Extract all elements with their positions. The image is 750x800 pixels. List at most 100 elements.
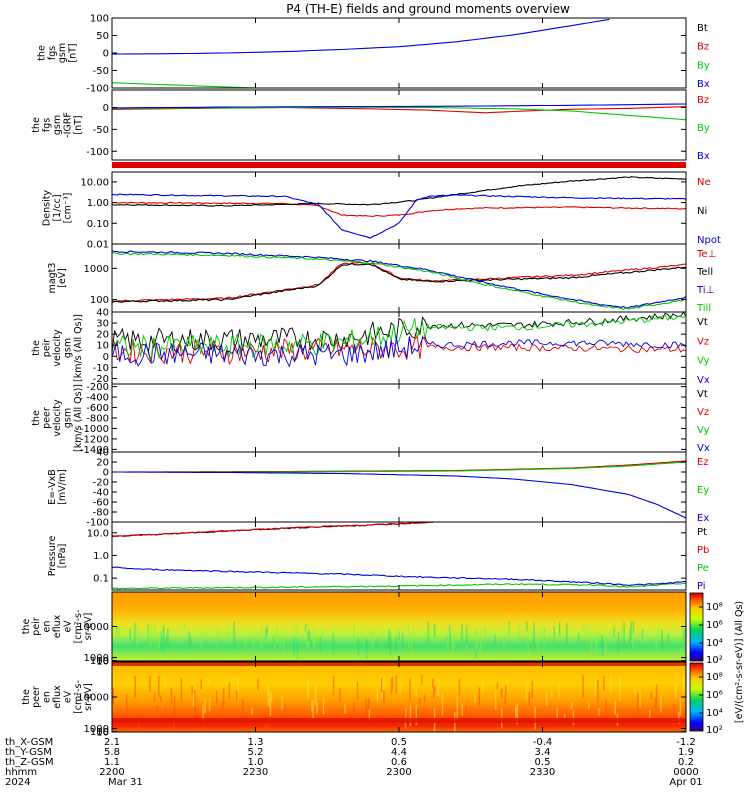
panel-frame bbox=[111, 451, 687, 523]
spectrogram-stripe bbox=[590, 637, 593, 654]
spectrogram-stripe bbox=[465, 625, 468, 645]
y-axis-label: [1/cc] bbox=[52, 194, 63, 221]
colorbar-ions bbox=[689, 592, 704, 662]
spectrogram-stripe bbox=[456, 696, 458, 720]
spectrogram-stripe bbox=[207, 677, 210, 685]
spectrogram-stripe bbox=[566, 622, 568, 644]
colorbar-label: [eV/(cm²-s-sr-eV)] (All Qs) bbox=[734, 601, 745, 723]
y-tick-label: -1400 bbox=[80, 445, 109, 456]
spectrogram-stripe bbox=[545, 693, 548, 706]
y-tick-label: -400 bbox=[86, 393, 109, 404]
y-axis-label: Density bbox=[42, 190, 53, 226]
spectrogram-stripe bbox=[376, 638, 379, 649]
y-tick-label: -50 bbox=[93, 66, 109, 77]
y-axis-label: velocity bbox=[52, 329, 63, 367]
spectrogram-stripe bbox=[244, 638, 247, 651]
spectrogram-stripe bbox=[118, 626, 121, 635]
spectrogram-stripe bbox=[149, 623, 152, 647]
spectrogram-stripe bbox=[323, 704, 326, 714]
legend-vz: Vz bbox=[697, 336, 709, 347]
y-tick-label: 0 bbox=[103, 352, 109, 363]
y-axis-label: [eV] bbox=[57, 268, 68, 288]
spectrogram-stripe bbox=[261, 625, 263, 647]
spectrogram-stripe bbox=[543, 628, 545, 651]
x-axis-value: 5.2 bbox=[248, 747, 264, 758]
y-axis-label: gsm bbox=[57, 43, 68, 63]
legend-ne: Ne bbox=[697, 177, 711, 188]
spectrogram-stripe bbox=[233, 629, 236, 650]
spectrogram-stripe bbox=[468, 633, 471, 642]
y-tick-label: 30 bbox=[96, 319, 109, 330]
y-axis-label: [km/s (All Qs)] bbox=[73, 384, 84, 452]
y-tick-label: 0 bbox=[103, 103, 109, 114]
spectrogram-stripe bbox=[200, 632, 203, 649]
spectrogram-stripe bbox=[667, 633, 670, 644]
spectrogram-stripe bbox=[478, 687, 481, 706]
y-axis-label: peir bbox=[42, 339, 53, 358]
y-axis-label: gsm bbox=[62, 338, 73, 358]
spectrogram-stripe bbox=[308, 630, 311, 640]
series-ne-line bbox=[111, 201, 687, 218]
series-ni-line bbox=[111, 176, 687, 207]
spectrogram-stripe bbox=[156, 705, 158, 712]
spectrogram-stripe bbox=[215, 691, 218, 704]
y-tick-label: 10 bbox=[96, 656, 109, 667]
spectrogram-stripe bbox=[684, 681, 687, 691]
spectrogram-stripe bbox=[313, 626, 315, 648]
series-bx-line bbox=[112, 103, 687, 109]
spectrogram-stripe bbox=[173, 695, 176, 717]
colorbars: 10⁸ 10⁶ 10⁴ 10² 10⁸ 10⁶ 10⁴ 10² [eV/(cm²-s-sr-e… bbox=[689, 592, 745, 736]
spectrogram-stripe bbox=[683, 628, 685, 641]
spectrogram-stripe bbox=[660, 696, 662, 713]
spectrogram-stripe bbox=[260, 638, 262, 650]
spectrogram-stripe bbox=[134, 675, 136, 698]
spectrogram-stripe bbox=[180, 678, 183, 702]
legend-vy: Vy bbox=[697, 425, 710, 436]
spectrogram-stripe bbox=[407, 623, 410, 634]
legend-bz: Bz bbox=[697, 95, 709, 106]
spectrogram-stripe bbox=[387, 638, 390, 647]
y-axis-label: -IGRF bbox=[62, 112, 73, 138]
y-axis-label: [cm⁻³] bbox=[62, 193, 73, 224]
spectrogram-stripe bbox=[125, 694, 128, 714]
spectrogram-stripe bbox=[273, 635, 275, 645]
legend-by: By bbox=[697, 60, 710, 71]
y-tick-label: 10.0 bbox=[87, 528, 109, 539]
spectrogram-stripe bbox=[241, 698, 244, 721]
spectrogram-stripe bbox=[183, 621, 186, 630]
y-tick-label: 1000 bbox=[84, 724, 109, 735]
spectrogram-stripe bbox=[558, 621, 561, 636]
spectrogram-stripe bbox=[135, 627, 138, 645]
x-axis-value: 1.3 bbox=[248, 737, 264, 748]
spectrogram-stripe bbox=[598, 708, 600, 716]
y-axis-label: fgs bbox=[42, 118, 53, 132]
x-axis-value: 3.4 bbox=[535, 747, 551, 758]
y-axis-label: Pressure bbox=[47, 536, 58, 577]
x-axis-row-label: th_X-GSM bbox=[5, 737, 53, 748]
spectrogram-stripe bbox=[494, 689, 497, 711]
panel-frame bbox=[111, 89, 687, 161]
spectrogram-stripe bbox=[314, 683, 317, 706]
legend-vy: Vy bbox=[697, 356, 710, 367]
spectrogram-stripe bbox=[503, 635, 505, 654]
series-te-line bbox=[111, 261, 687, 303]
series-by-line bbox=[111, 106, 687, 121]
spectrogram-stripe bbox=[160, 695, 162, 702]
y-tick-label: 0 bbox=[103, 49, 109, 60]
spectrogram-stripe bbox=[415, 687, 418, 697]
y-tick-label: -10 bbox=[93, 363, 109, 374]
y-tick-label: 1000 bbox=[84, 264, 109, 275]
spectrogram-stripe bbox=[397, 627, 400, 638]
spectrogram-stripe bbox=[267, 685, 269, 706]
x-axis-row-label: hhmm bbox=[5, 767, 37, 778]
panel-1: -100 -50 0 50 100 the fgs gsm [nT] Bt Bz By Bx bbox=[36, 14, 709, 95]
spectrogram-stripe bbox=[531, 680, 534, 699]
spectrogram-stripe bbox=[134, 622, 136, 644]
spectrogram-stripe bbox=[307, 679, 309, 696]
x-axis-value: 5.8 bbox=[104, 747, 120, 758]
x-axis-value: 2300 bbox=[386, 767, 411, 778]
spectrogram-stripe bbox=[432, 678, 434, 688]
spectrogram-stripe bbox=[408, 634, 410, 649]
